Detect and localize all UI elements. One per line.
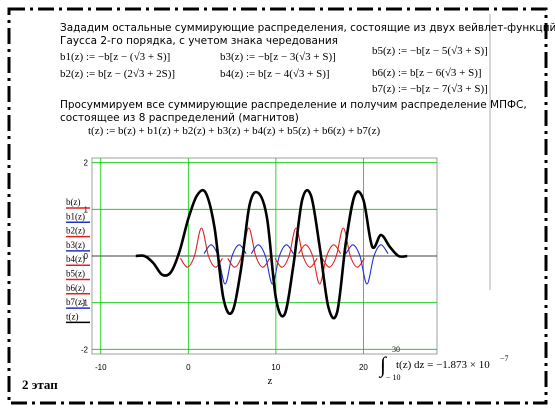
sum-text: Просуммируем все суммирующие распределен… bbox=[60, 99, 527, 111]
formula: b5(z) := −b[z − 5(√3 + S)] bbox=[372, 45, 488, 57]
legend-label: b6(z) bbox=[66, 283, 85, 293]
page-border bbox=[7, 7, 548, 405]
x-tick-label: 10 bbox=[271, 363, 280, 372]
y-tick-label: -1 bbox=[81, 299, 89, 308]
series-line bbox=[274, 227, 318, 268]
formula: b4(z) := b[z − 4(√3 + S)] bbox=[220, 68, 330, 80]
formula: b6(z) := b[z − 6(√3 + S)] bbox=[372, 67, 482, 79]
series-line bbox=[179, 227, 223, 268]
series-line bbox=[321, 227, 365, 268]
legend-label: b5(z) bbox=[66, 269, 85, 279]
legend-label: t(z) bbox=[66, 311, 79, 321]
formula: b1(z) := −b[z − (√3 + S)] bbox=[60, 51, 170, 63]
formula: b7(z) := −b[z − 7(√3 + S)] bbox=[372, 83, 488, 95]
legend-label: b7(z) bbox=[66, 297, 85, 307]
legend-label: b3(z) bbox=[66, 240, 85, 250]
sum-text: состоящее из 8 распределений (магнитов) bbox=[60, 112, 299, 124]
series-line bbox=[203, 244, 247, 285]
x-tick-label: 20 bbox=[359, 363, 368, 372]
formula: b2(z) := b[z − (2√3 + 2S)] bbox=[60, 68, 175, 80]
x-tick-label: 0 bbox=[186, 363, 191, 372]
formula: t(z) := b(z) + b1(z) + b2(z) + b3(z) + b… bbox=[88, 125, 380, 137]
series-line bbox=[298, 244, 342, 285]
intro-text: Зададим остальные суммирующие распределе… bbox=[60, 22, 555, 34]
series-line bbox=[250, 244, 294, 285]
y-tick-label: 0 bbox=[84, 252, 89, 261]
integral-limit: − 10 bbox=[386, 373, 401, 382]
formula: b3(z) := −b[z − 3(√3 + S)] bbox=[220, 51, 336, 63]
y-tick-label: 1 bbox=[84, 205, 89, 214]
series-line bbox=[227, 227, 271, 268]
integral-expression: t(z) dz = −1.873 × 10 bbox=[396, 359, 490, 371]
x-axis-label: z bbox=[268, 375, 273, 387]
series-line bbox=[135, 188, 408, 320]
legend-label: b1(z) bbox=[66, 211, 85, 221]
series-line bbox=[345, 244, 389, 285]
legend-label: b(z) bbox=[66, 197, 81, 207]
y-tick-label: 2 bbox=[84, 159, 89, 168]
legend-label: b4(z) bbox=[66, 254, 85, 264]
integral-exponent: −7 bbox=[500, 354, 509, 363]
legend-label: b2(z) bbox=[66, 226, 85, 236]
y-tick-label: -2 bbox=[81, 345, 89, 354]
integral-sign: ∫ bbox=[378, 352, 388, 378]
stage-label: 2 этап bbox=[22, 377, 58, 392]
intro-text: Гаусса 2-го порядка, с учетом знака чере… bbox=[60, 35, 338, 47]
x-tick-label: -10 bbox=[95, 363, 107, 372]
